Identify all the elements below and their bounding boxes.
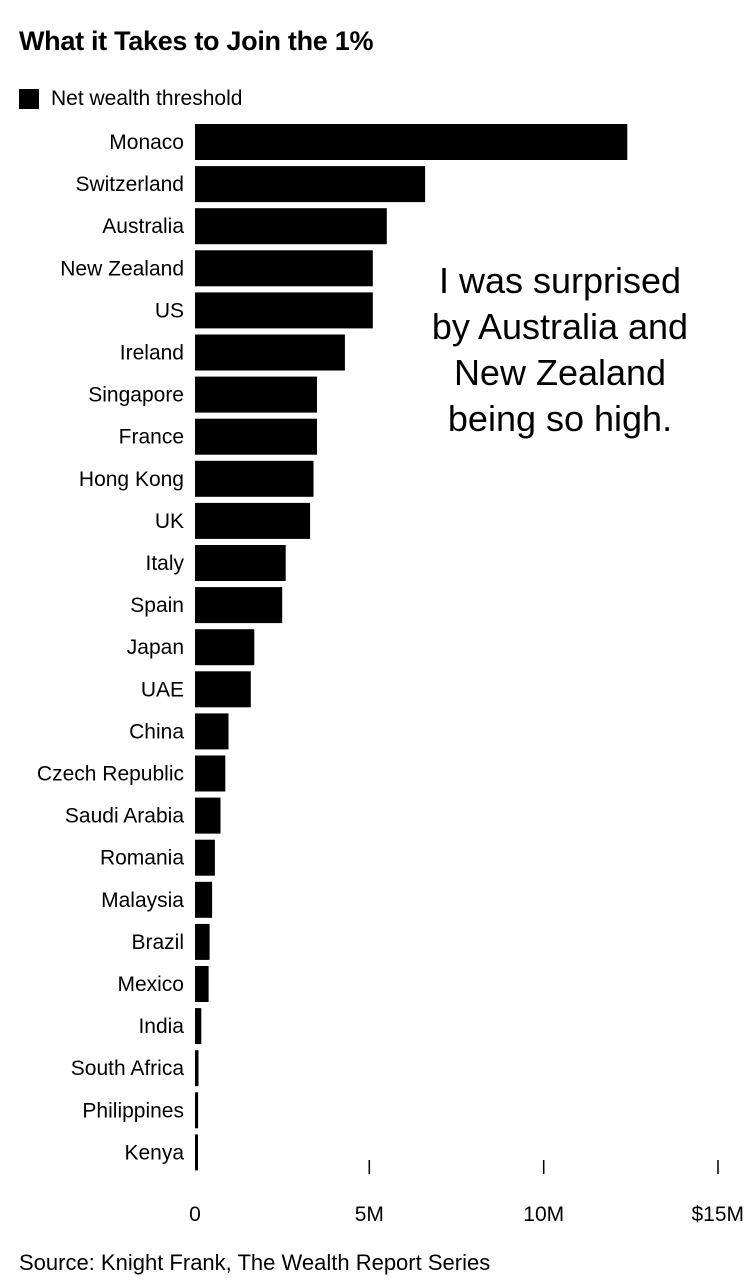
category-label: Monaco — [109, 131, 184, 154]
legend-label: Net wealth threshold — [51, 87, 243, 110]
bar-italy — [195, 545, 286, 581]
category-label: Singapore — [88, 384, 184, 407]
bar-mexico — [195, 966, 209, 1002]
category-label: Brazil — [131, 931, 184, 954]
bar-switzerland — [195, 166, 426, 203]
category-label: Kenya — [124, 1141, 184, 1164]
bar-saudi-arabia — [195, 797, 221, 834]
category-label: Romania — [100, 847, 184, 870]
category-label: Ireland — [120, 342, 184, 365]
bar-philippines — [195, 1092, 199, 1129]
category-label: UAE — [141, 678, 184, 701]
category-label: Japan — [127, 636, 184, 659]
category-label: China — [129, 720, 184, 743]
bar-india — [195, 1008, 202, 1045]
bar-uk — [195, 502, 311, 539]
category-label: New Zealand — [60, 257, 184, 280]
category-label: UK — [155, 510, 184, 533]
bar-new-zealand — [195, 250, 373, 287]
bar-china — [195, 713, 229, 750]
category-label: Switzerland — [75, 173, 184, 196]
chart-annotation: I was surprised by Australia and New Zea… — [390, 258, 730, 442]
legend-swatch — [19, 89, 39, 109]
annotation-line: New Zealand — [453, 352, 667, 393]
annotation-line: by Australia and — [431, 306, 689, 347]
bar-romania — [195, 839, 215, 876]
category-label: India — [138, 1015, 184, 1038]
bar-uae — [195, 671, 251, 708]
chart-title: What it Takes to Join the 1% — [19, 26, 374, 56]
bar-kenya — [195, 1134, 198, 1171]
category-label: Philippines — [82, 1099, 184, 1122]
category-label: Czech Republic — [37, 763, 184, 786]
bar-monaco — [195, 124, 628, 160]
x-tick-label: 5M — [355, 1203, 384, 1226]
category-label: Saudi Arabia — [65, 805, 184, 828]
category-label: Malaysia — [101, 889, 184, 912]
x-tick-label: 10M — [523, 1203, 564, 1226]
category-label: South Africa — [71, 1057, 185, 1080]
category-label: Australia — [102, 215, 184, 238]
annotation-line: I was surprised — [438, 260, 682, 301]
bar-spain — [195, 587, 283, 624]
bar-hong-kong — [195, 460, 314, 497]
bar-australia — [195, 208, 387, 245]
chart-legend: Net wealth threshold — [19, 86, 242, 112]
category-label: Hong Kong — [79, 468, 184, 491]
annotation-line: being so high. — [447, 398, 673, 439]
bar-france — [195, 418, 317, 455]
bar-czech-republic — [195, 755, 226, 792]
x-tick-label: 0 — [189, 1203, 201, 1226]
x-tick-label: $15M — [691, 1203, 744, 1226]
bar-singapore — [195, 376, 317, 413]
chart-source: Source: Knight Frank, The Wealth Report … — [19, 1250, 491, 1275]
category-label: US — [155, 299, 184, 322]
bar-us — [195, 292, 373, 329]
bar-ireland — [195, 334, 345, 371]
bar-japan — [195, 629, 255, 666]
bar-south-africa — [195, 1050, 199, 1087]
category-label: Spain — [130, 594, 184, 617]
bar-malaysia — [195, 881, 213, 918]
category-label: Mexico — [117, 973, 184, 996]
category-label: France — [119, 426, 184, 449]
category-label: Italy — [145, 552, 184, 575]
bar-brazil — [195, 923, 210, 960]
